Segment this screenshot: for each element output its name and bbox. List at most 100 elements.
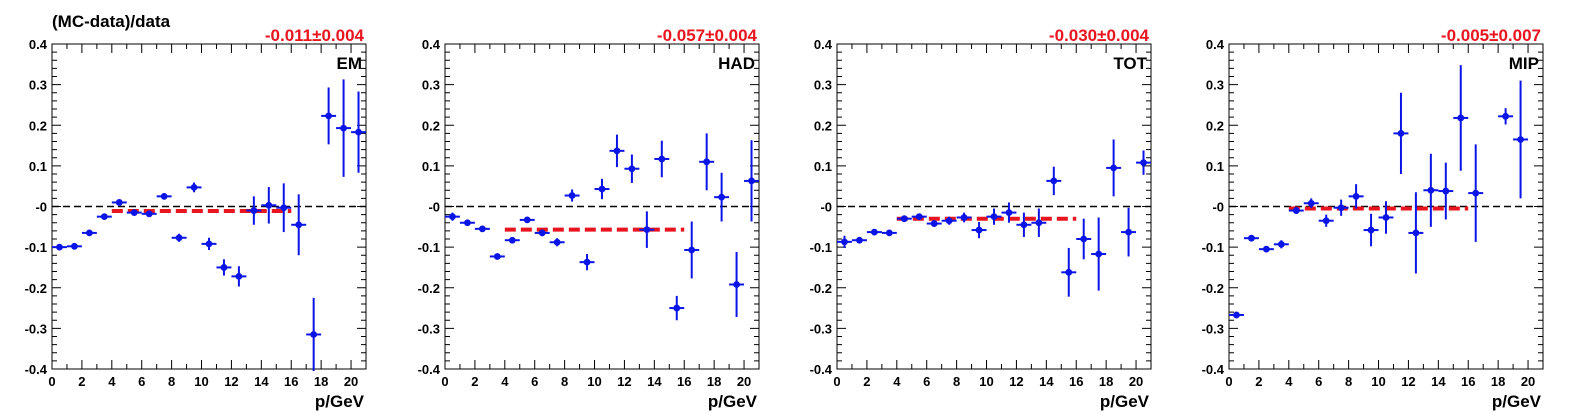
marker bbox=[295, 221, 303, 229]
data-point bbox=[714, 172, 730, 222]
y-axis-title: (MC-data)/data bbox=[52, 12, 171, 31]
panel-em: -0.4 -0.3 -0.2 -0.1 -0 0.1 0.2 0.3 0.4 0 2 4 6 8 10 12 1… bbox=[25, 26, 367, 411]
y-tick-label: -0.4 bbox=[418, 362, 441, 377]
data-point bbox=[1273, 240, 1289, 249]
data-point bbox=[926, 220, 942, 227]
x-tick-label: 12 bbox=[617, 374, 631, 389]
marker bbox=[1005, 209, 1013, 216]
data-point bbox=[489, 253, 505, 260]
data-point bbox=[445, 212, 460, 221]
y-tick-label: -0.2 bbox=[418, 281, 440, 296]
marker bbox=[1322, 217, 1330, 225]
data-point bbox=[459, 219, 475, 227]
data-point bbox=[504, 236, 520, 244]
x-tick-label: 12 bbox=[224, 374, 238, 389]
data-point bbox=[1106, 139, 1122, 197]
x-axis-title: p/GeV bbox=[1100, 392, 1150, 411]
marker bbox=[190, 184, 198, 191]
data-point bbox=[81, 229, 97, 237]
marker bbox=[175, 234, 183, 242]
x-tick-label: 2 bbox=[863, 374, 870, 389]
marker bbox=[464, 219, 471, 227]
x-tick-label: 0 bbox=[1225, 374, 1232, 389]
data-point bbox=[306, 297, 322, 372]
data-point bbox=[851, 236, 867, 244]
x-axis-title: p/GeV bbox=[315, 392, 365, 411]
y-tick-label: 0.3 bbox=[422, 78, 440, 93]
data-point bbox=[52, 243, 67, 251]
data-point bbox=[609, 134, 625, 168]
y-tick-label: -0 bbox=[35, 200, 47, 215]
x-tick-label: 20 bbox=[1129, 374, 1143, 389]
y-tick-label: -0.2 bbox=[25, 281, 47, 296]
marker bbox=[703, 158, 711, 166]
data-point bbox=[276, 183, 292, 233]
marker bbox=[1140, 159, 1147, 167]
data-point bbox=[729, 252, 745, 317]
x-tick-label: 0 bbox=[441, 374, 448, 389]
marker bbox=[130, 209, 138, 216]
y-tick-label: -0.2 bbox=[1202, 281, 1224, 296]
data-point bbox=[1076, 218, 1092, 260]
marker bbox=[1457, 114, 1465, 122]
x-tick-label: 4 bbox=[1285, 374, 1293, 389]
y-tick-label: 0.2 bbox=[814, 118, 832, 133]
marker bbox=[250, 207, 258, 214]
marker bbox=[915, 213, 923, 221]
marker bbox=[613, 147, 621, 155]
marker bbox=[1050, 177, 1058, 185]
marker bbox=[85, 229, 93, 237]
marker bbox=[1472, 189, 1480, 197]
data-point bbox=[141, 210, 157, 218]
marker bbox=[1020, 221, 1028, 229]
x-tick-label: 8 bbox=[1345, 374, 1352, 389]
marker bbox=[673, 304, 681, 312]
y-tick-label: 0.1 bbox=[1206, 159, 1224, 174]
data-point bbox=[291, 194, 307, 256]
marker bbox=[1337, 204, 1345, 212]
x-tick-label: 6 bbox=[923, 374, 930, 389]
data-point bbox=[1046, 166, 1062, 196]
y-tick-label: 0.3 bbox=[29, 78, 47, 93]
fit-value-label: -0.011±0.004 bbox=[265, 26, 365, 45]
marker bbox=[220, 264, 228, 271]
y-tick-label: -0.3 bbox=[1202, 321, 1224, 336]
marker bbox=[990, 213, 998, 221]
data-point bbox=[699, 133, 715, 191]
data-point bbox=[336, 79, 352, 177]
x-tick-label: 18 bbox=[314, 374, 328, 389]
y-tick-label: 0.2 bbox=[1206, 118, 1224, 133]
x-tick-label: 16 bbox=[1069, 374, 1083, 389]
marker bbox=[870, 228, 878, 236]
marker bbox=[1277, 240, 1285, 248]
marker bbox=[1307, 199, 1315, 207]
data-point bbox=[1408, 192, 1424, 274]
marker bbox=[1502, 112, 1510, 120]
data-point bbox=[66, 242, 82, 250]
marker bbox=[1233, 311, 1240, 319]
marker bbox=[960, 214, 968, 221]
data-point bbox=[1378, 201, 1394, 234]
data-point bbox=[1363, 213, 1379, 247]
y-tick-label: 0.4 bbox=[1206, 37, 1225, 52]
x-tick-label: 16 bbox=[1461, 374, 1475, 389]
marker bbox=[643, 226, 651, 234]
data-point bbox=[1348, 184, 1364, 209]
marker bbox=[1065, 268, 1073, 276]
marker bbox=[1427, 186, 1435, 194]
y-tick-label: -0.3 bbox=[418, 321, 440, 336]
data-point bbox=[1318, 214, 1334, 227]
data-point bbox=[564, 189, 580, 202]
y-tick-label: 0.2 bbox=[422, 118, 440, 133]
marker bbox=[115, 199, 123, 206]
marker bbox=[449, 213, 456, 221]
y-tick-label: 0.3 bbox=[814, 78, 832, 93]
x-tick-label: 2 bbox=[1255, 374, 1262, 389]
data-point bbox=[96, 213, 112, 221]
panel-mip: -0.4 -0.3 -0.2 -0.1 -0 0.1 0.2 0.3 0.4 0 2 4 6 8 10 12 1… bbox=[1202, 26, 1544, 411]
x-tick-label: 2 bbox=[78, 374, 85, 389]
data-point bbox=[837, 235, 852, 248]
data-point bbox=[519, 216, 535, 224]
y-tick-label: 0.4 bbox=[29, 37, 48, 52]
